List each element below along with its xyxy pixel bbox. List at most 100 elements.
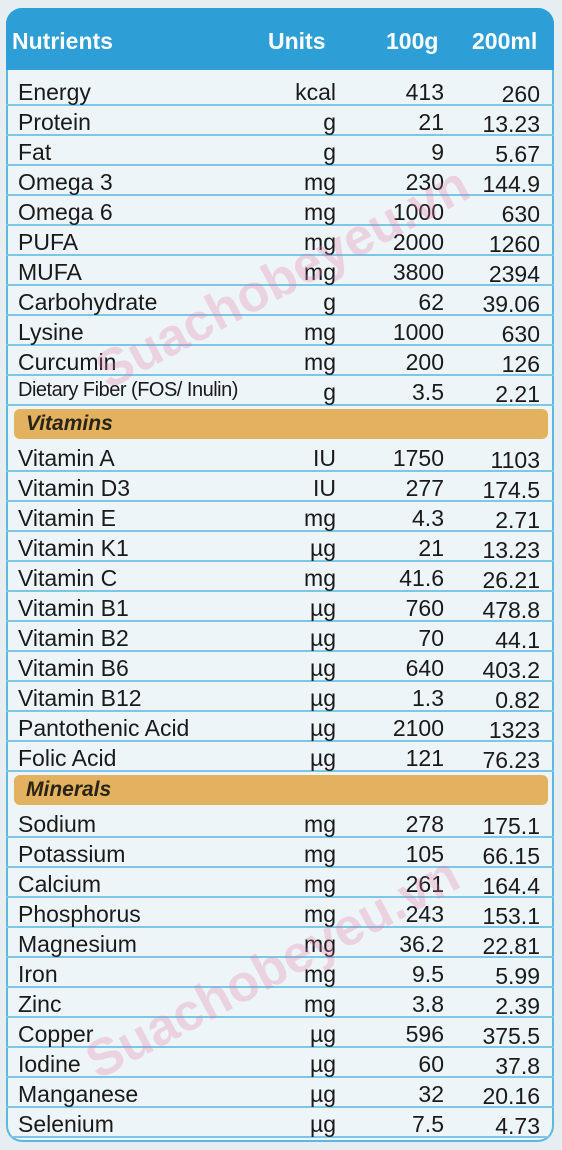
table-row: Iodine µg 60 37.8: [6, 1048, 554, 1079]
value-200ml: 5.99: [495, 963, 540, 989]
nutrient-name: Vitamin K1: [18, 535, 129, 561]
nutrient-unit: mg: [304, 931, 336, 957]
nutrient-name: Folic Acid: [18, 745, 117, 771]
nutrient-name: Phosphorus: [18, 901, 141, 927]
value-100g: 760: [405, 595, 444, 621]
value-200ml: 13.23: [482, 537, 540, 563]
table-row: Manganese µg 32 20.16: [6, 1078, 554, 1109]
value-200ml: 403.2: [482, 657, 540, 683]
value-100g: 413: [405, 79, 444, 105]
nutrient-name: Selenium: [18, 1111, 114, 1137]
value-100g: 70: [418, 625, 444, 651]
header-units: Units: [268, 28, 326, 54]
table-row: Vitamin B2 µg 70 44.1: [6, 622, 554, 653]
table-row: MUFA mg 3800 2394: [6, 256, 554, 287]
nutrient-unit: g: [323, 289, 336, 315]
value-200ml: 2.71: [495, 507, 540, 533]
value-200ml: 260: [501, 81, 540, 107]
value-200ml: 0.82: [495, 687, 540, 713]
value-200ml: 144.9: [482, 171, 540, 197]
nutrient-name: Manganese: [18, 1081, 139, 1107]
nutrient-unit: mg: [304, 199, 336, 225]
value-200ml: 66.15: [482, 843, 540, 869]
nutrient-name: Iodine: [18, 1051, 81, 1077]
value-100g: 596: [405, 1021, 444, 1047]
nutrient-name: Fat: [18, 139, 52, 165]
nutrient-unit: g: [323, 139, 336, 165]
value-100g: 62: [418, 289, 444, 315]
nutrient-name: Dietary Fiber (FOS/ Inulin): [18, 379, 238, 401]
nutrient-unit: µg: [309, 1081, 336, 1107]
value-200ml: 2394: [488, 261, 540, 287]
value-100g: 200: [405, 349, 444, 375]
nutrient-unit: µg: [309, 685, 336, 711]
value-200ml: 1260: [488, 231, 540, 257]
nutrient-unit: mg: [304, 901, 336, 927]
table-row: Vitamin B6 µg 640 403.2: [6, 652, 554, 683]
value-100g: 21: [418, 109, 444, 135]
value-200ml: 44.1: [495, 627, 540, 653]
value-200ml: 153.1: [482, 903, 540, 929]
nutrient-unit: IU: [313, 475, 336, 501]
value-200ml: 630: [501, 201, 540, 227]
table-row: Lysine mg 1000 630: [6, 316, 554, 347]
nutrient-name: Potassium: [18, 841, 126, 867]
table-row: Folic Acid µg 121 76.23: [6, 742, 554, 773]
table-header: Nutrients Units 100g 200ml: [6, 8, 554, 70]
value-100g: 105: [405, 841, 444, 867]
section-label: Minerals: [26, 778, 112, 801]
value-200ml: 630: [501, 321, 540, 347]
section-label: Vitamins: [26, 412, 113, 435]
table-row: Vitamin C mg 41.6 26.21: [6, 562, 554, 593]
table-row: Fat g 9 5.67: [6, 136, 554, 167]
table-row: Vitamin E mg 4.3 2.71: [6, 502, 554, 533]
value-200ml: 175.1: [482, 813, 540, 839]
value-100g: 60: [418, 1051, 444, 1077]
nutrient-unit: µg: [309, 1051, 336, 1077]
nutrient-unit: mg: [304, 871, 336, 897]
nutrient-name: Vitamin B2: [18, 625, 129, 651]
table-row: Energy kcal 413 260: [6, 76, 554, 107]
value-100g: 9: [431, 139, 444, 165]
nutrient-name: Curcumin: [18, 349, 117, 375]
table-row: Phosphorus mg 243 153.1: [6, 898, 554, 929]
header-nutrients: Nutrients: [12, 28, 113, 54]
nutrient-name: Vitamin B1: [18, 595, 129, 621]
nutrient-name: Zinc: [18, 991, 62, 1017]
value-200ml: 22.81: [482, 933, 540, 959]
table-body: Energy kcal 413 260 Protein g 21 13.23 Fat g 9 5.67…: [6, 76, 554, 1139]
table-row: Carbohydrate g 62 39.06: [6, 286, 554, 317]
nutrient-unit: µg: [309, 1111, 336, 1137]
value-100g: 1000: [392, 199, 444, 225]
value-100g: 41.6: [399, 565, 444, 591]
nutrient-name: Vitamin B12: [18, 685, 142, 711]
nutrient-name: PUFA: [18, 229, 79, 255]
value-100g: 230: [405, 169, 444, 195]
header-100g: 100g: [386, 28, 439, 54]
value-100g: 2000: [392, 229, 444, 255]
nutrient-name: Pantothenic Acid: [18, 715, 190, 741]
value-100g: 9.5: [412, 961, 444, 987]
value-100g: 4.3: [412, 505, 444, 531]
table-row: Pantothenic Acid µg 2100 1323: [6, 712, 554, 743]
value-200ml: 1103: [490, 447, 540, 473]
table-row: Vitamin K1 µg 21 13.23: [6, 532, 554, 563]
value-100g: 3800: [392, 259, 444, 285]
table-row: Omega 3 mg 230 144.9: [6, 166, 554, 197]
nutrient-unit: mg: [304, 319, 336, 345]
value-200ml: 76.23: [482, 747, 540, 773]
nutrient-name: MUFA: [18, 259, 82, 285]
nutrient-name: Magnesium: [18, 931, 137, 957]
value-200ml: 4.73: [495, 1113, 540, 1139]
table-row: Sodium mg 278 175.1: [6, 808, 554, 839]
table-row: Magnesium mg 36.2 22.81: [6, 928, 554, 959]
nutrient-name: Vitamin C: [18, 565, 118, 591]
table-row: Vitamin B12 µg 1.3 0.82: [6, 682, 554, 713]
value-100g: 278: [405, 811, 444, 837]
nutrient-name: Copper: [18, 1021, 94, 1047]
value-100g: 3.8: [412, 991, 444, 1017]
nutrient-unit: µg: [309, 655, 336, 681]
nutrient-unit: mg: [304, 349, 336, 375]
nutrient-name: Vitamin A: [18, 445, 115, 471]
nutrient-unit: kcal: [295, 79, 336, 105]
